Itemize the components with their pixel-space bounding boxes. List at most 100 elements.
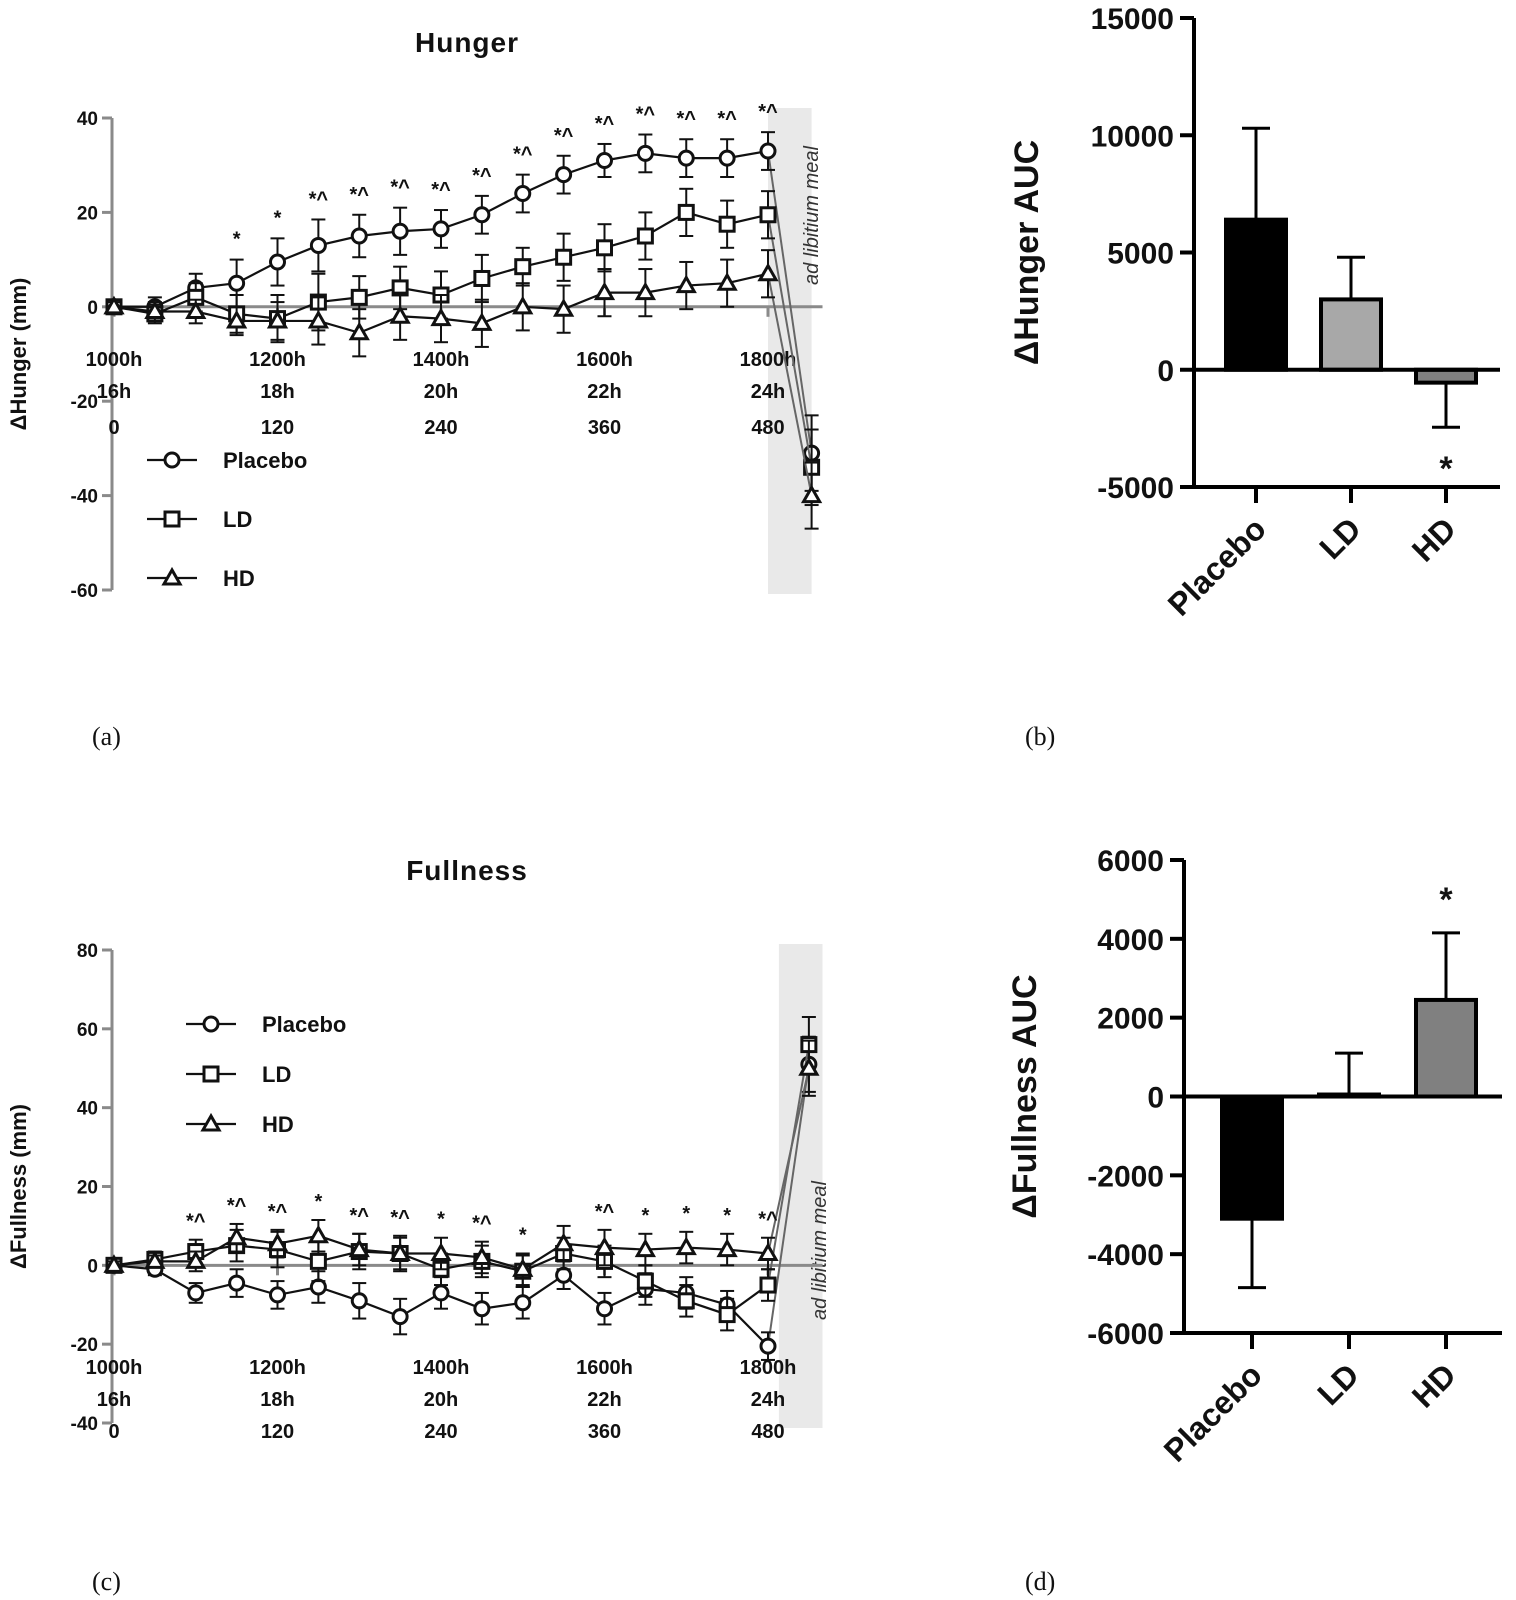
y-tick-label: 0	[1157, 355, 1174, 388]
significance-label: *^	[390, 1207, 410, 1229]
data-point	[512, 295, 534, 315]
data-point	[593, 1236, 616, 1256]
data-point	[514, 1294, 532, 1312]
data-point	[225, 309, 248, 329]
post-meal-line	[767, 273, 813, 496]
x-tick-label: 22h	[587, 381, 621, 403]
data-point	[269, 1286, 286, 1304]
significance-label: *	[519, 1225, 527, 1247]
data-point	[552, 1232, 575, 1252]
y-tick-label: -40	[71, 487, 98, 508]
data-point-post-meal	[800, 484, 823, 504]
legend-marker	[202, 1015, 220, 1033]
data-point	[269, 253, 286, 271]
data-point	[391, 222, 409, 240]
x-tick-label: 120	[261, 1421, 294, 1443]
series-ld	[105, 1016, 818, 1332]
data-point	[634, 281, 657, 301]
data-point	[677, 1292, 695, 1310]
x-tick-label: 360	[588, 417, 621, 439]
significance-label: *	[1439, 450, 1453, 488]
data-point	[555, 166, 573, 184]
data-point	[389, 1242, 411, 1262]
x-tick-label: 24h	[751, 1389, 785, 1411]
legend-label: LD	[223, 507, 252, 532]
data-point	[103, 1254, 125, 1273]
data-point	[596, 151, 613, 169]
x-tick-label: 120	[261, 417, 294, 439]
data-point	[718, 1306, 736, 1324]
x-tick-label: 1000h	[86, 349, 143, 371]
data-point	[432, 1284, 450, 1302]
data-point	[716, 1238, 738, 1258]
legend-marker	[202, 1065, 220, 1083]
y-tick-label: -20	[71, 1335, 98, 1356]
significance-label: *	[682, 1203, 690, 1225]
x-tick-label: 18h	[260, 381, 294, 403]
data-point	[552, 298, 575, 317]
data-point	[350, 288, 368, 306]
data-point	[228, 274, 246, 292]
data-point	[716, 272, 738, 291]
x-tick-label: HD	[1405, 510, 1463, 568]
significance-label: *	[1439, 881, 1453, 919]
significance-label: *	[723, 1205, 731, 1227]
data-point	[348, 321, 370, 341]
data-point	[185, 300, 207, 320]
y-tick-label: 60	[77, 1020, 98, 1041]
y-tick-label: 0	[87, 298, 98, 319]
significance-label: *^	[513, 144, 533, 166]
series-placebo	[105, 131, 821, 492]
data-point	[718, 215, 736, 233]
x-tick-label: 20h	[424, 1389, 458, 1411]
x-tick-label: 480	[751, 1421, 784, 1443]
y-tick-label: 20	[77, 203, 98, 224]
x-tick-label: HD	[1405, 1356, 1463, 1414]
y-tick-label: 0	[87, 1256, 98, 1277]
x-tick-label: 24h	[751, 381, 785, 403]
y-tick-label: -40	[71, 1414, 98, 1435]
data-point	[636, 1272, 654, 1290]
data-point	[677, 149, 695, 167]
x-tick-label: 0	[108, 417, 119, 439]
data-point	[757, 262, 779, 282]
meal-region-label: ad libitium meal	[809, 1180, 831, 1320]
data-point	[350, 1292, 368, 1310]
data-point	[309, 1252, 327, 1270]
x-tick-label: 1200h	[249, 1357, 306, 1379]
series-hd	[103, 1039, 820, 1287]
data-point	[350, 227, 368, 245]
significance-label: *^	[390, 177, 410, 199]
meal-shaded-region	[768, 108, 812, 594]
significance-label: *^	[595, 1201, 615, 1223]
data-point-post-meal	[798, 1057, 820, 1076]
data-point	[389, 305, 411, 324]
x-tick-label: LD	[1310, 1356, 1366, 1412]
chart-title-a: Hunger	[415, 27, 519, 58]
x-tick-label: 1600h	[576, 349, 633, 371]
significance-label: *	[641, 1205, 649, 1227]
fullness-auc-bar-chart: (d) 6000 4000 2000 0 -2000 -4000 -6000 ΔFullnes…	[1006, 845, 1502, 1596]
data-point	[430, 1242, 452, 1262]
y-tick-label: -20	[71, 392, 98, 413]
significance-label: *^	[268, 1201, 288, 1223]
legend-marker	[163, 451, 181, 469]
x-tick-label: 240	[424, 1421, 457, 1443]
data-point	[309, 1278, 327, 1296]
significance-label: *^	[227, 1195, 247, 1217]
y-tick-label: -4000	[1087, 1239, 1164, 1272]
post-meal-line	[767, 1068, 810, 1254]
legend-label: Placebo	[223, 448, 307, 473]
meal-region-label: ad libitium meal	[801, 145, 823, 285]
x-tick-label: 1200h	[249, 349, 306, 371]
x-tick-label: 22h	[587, 1389, 621, 1411]
significance-label: *^	[554, 125, 574, 147]
y-tick-label: 80	[77, 941, 98, 962]
significance-label: *^	[636, 104, 656, 126]
bar-placebo	[1220, 1094, 1284, 1221]
y-tick-label: 15000	[1091, 3, 1174, 36]
data-point	[307, 1224, 330, 1244]
significance-label: *^	[350, 184, 370, 206]
significance-label: *^	[350, 1205, 370, 1227]
